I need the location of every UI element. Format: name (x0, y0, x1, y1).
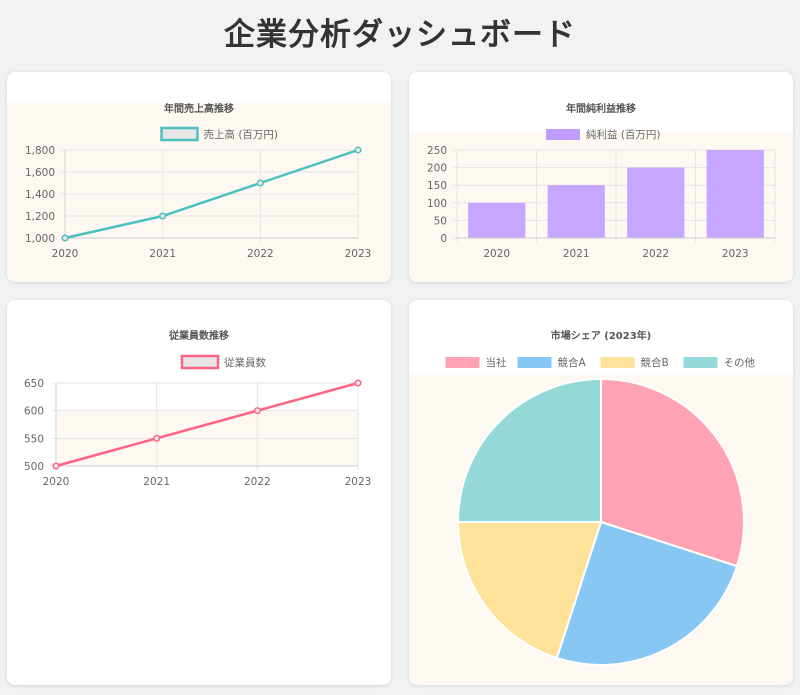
profit-bar-chart: 純利益 (百万円) 0 50 100 150 200 250 2020 2021 2022 2023 (427, 128, 776, 260)
sales-chart-card: 年間売上高推移 売上高 (百万円) 1,000 1,200 1,400 1,600 1,8… (7, 72, 391, 282)
y-tick-label: 650 (24, 378, 44, 390)
y-tick-label: 250 (427, 145, 447, 157)
bar (627, 167, 685, 238)
legend-swatch (600, 357, 635, 368)
x-tick-label: 2020 (52, 248, 79, 260)
legend-label: 競合A (558, 356, 587, 369)
legend-label: 競合B (641, 356, 669, 369)
pie-slice (555, 520, 739, 666)
x-tick-label: 2023 (345, 248, 372, 260)
pie-slice (600, 377, 745, 568)
legend-label: その他 (724, 356, 756, 369)
legend-swatch (445, 357, 480, 368)
y-tick-label: 1,400 (25, 189, 55, 201)
data-point (354, 379, 362, 387)
chart-area-background (7, 103, 391, 282)
x-tick-label: 2020 (483, 248, 510, 260)
x-tick-label: 2022 (642, 248, 669, 260)
legend-swatch (517, 357, 552, 368)
legend-label: 当社 (486, 356, 507, 369)
data-point (256, 179, 264, 187)
sales-line-chart: 売上高 (百万円) 1,000 1,200 1,400 1,600 1,800 2020 20… (25, 126, 372, 260)
profit-chart-card: 年間純利益推移 純利益 (百万円) 0 50 100 150 200 250 2020 2021… (409, 72, 793, 282)
y-tick-label: 600 (24, 406, 44, 418)
y-tick-label: 150 (427, 180, 447, 192)
x-tick-label: 2021 (149, 248, 176, 260)
y-tick-label: 1,200 (25, 211, 55, 223)
sales-chart-title: 年間売上高推移 (164, 104, 234, 115)
bar (547, 185, 605, 238)
pie-slice (456, 377, 602, 523)
legend-swatch (683, 357, 718, 368)
legend-label: 従業員数 (224, 356, 266, 369)
data-point (61, 234, 69, 242)
legend-swatch (546, 129, 580, 140)
bar (706, 150, 764, 238)
x-tick-label: 2022 (244, 476, 271, 488)
employees-chart-title: 従業員数推移 (169, 331, 229, 342)
data-point (153, 434, 161, 442)
data-point (354, 146, 362, 154)
y-tick-label: 1,600 (25, 167, 55, 179)
x-tick-label: 2020 (43, 476, 70, 488)
x-tick-label: 2021 (563, 248, 590, 260)
data-point (159, 212, 167, 220)
dashboard-title: 企業分析ダッシュボード (224, 17, 576, 53)
market-share-chart-card: 市場シェア (2023年) 当社 競合A 競合B その他 (409, 300, 793, 685)
market-share-pie-chart: 当社 競合A 競合B その他 (445, 356, 756, 666)
profit-chart-title: 年間純利益推移 (566, 104, 636, 115)
market-share-chart-title: 市場シェア (2023年) (550, 331, 652, 342)
y-tick-label: 50 (434, 215, 447, 227)
series-line (55, 381, 359, 468)
y-tick-label: 200 (427, 163, 447, 175)
y-tick-label: 0 (440, 233, 447, 245)
x-tick-label: 2023 (722, 248, 749, 260)
x-tick-label: 2023 (345, 476, 372, 488)
y-tick-label: 500 (24, 461, 44, 473)
bar (468, 202, 526, 238)
data-point (253, 407, 261, 415)
data-point (52, 462, 60, 470)
legend-label: 純利益 (百万円) (586, 128, 661, 141)
y-tick-label: 550 (24, 433, 44, 445)
x-tick-label: 2022 (247, 248, 274, 260)
legend-swatch (160, 126, 199, 142)
series-line (64, 148, 359, 240)
y-tick-label: 1,000 (25, 233, 55, 245)
x-tick-label: 2021 (143, 476, 170, 488)
y-tick-label: 1,800 (25, 145, 55, 157)
legend-swatch (180, 354, 220, 370)
employees-line-chart: 従業員数 500 550 600 650 2020 2021 2022 2023 (24, 354, 372, 488)
pie-slice (456, 521, 603, 660)
employees-chart-card: 従業員数推移 従業員数 500 550 600 650 2020 2021 2022 2023 (7, 300, 391, 685)
y-tick-label: 100 (427, 198, 447, 210)
legend-label: 売上高 (百万円) (204, 128, 279, 141)
